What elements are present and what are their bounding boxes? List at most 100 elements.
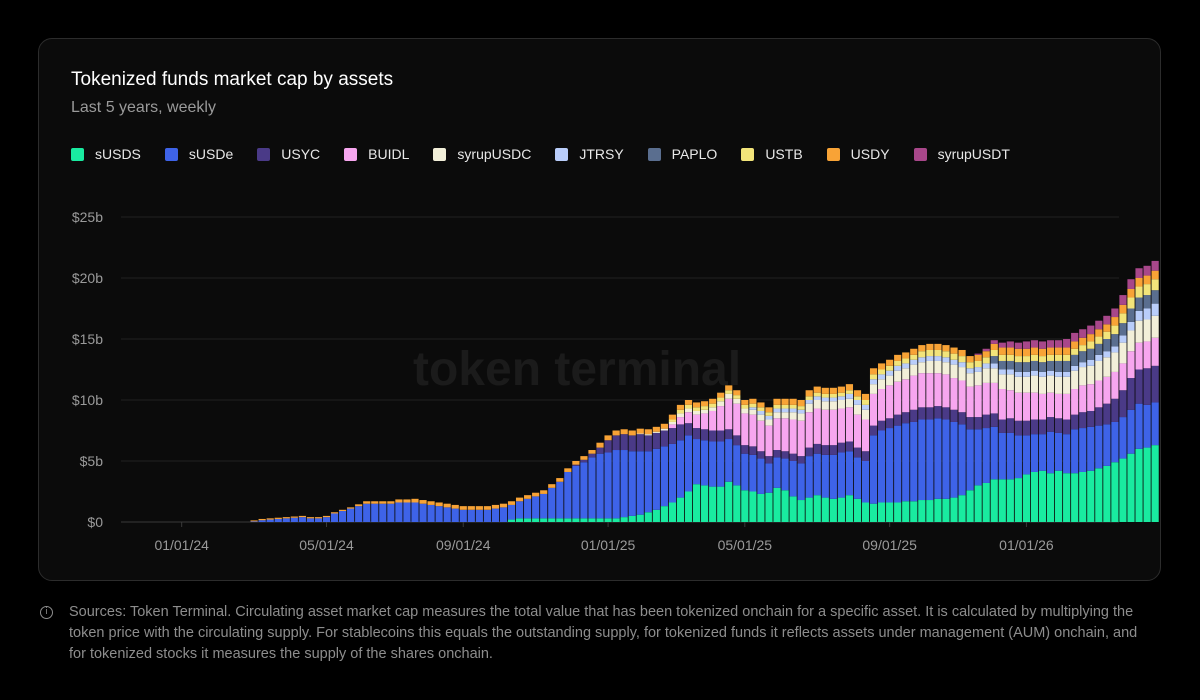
bar-stack[interactable] <box>524 495 532 522</box>
bar-stack[interactable] <box>974 353 982 522</box>
bar-stack[interactable] <box>379 501 387 522</box>
bar-stack[interactable] <box>684 400 693 522</box>
bar-stack[interactable] <box>1095 320 1103 522</box>
bar-stack[interactable] <box>910 348 918 522</box>
bar-stack[interactable] <box>258 518 266 522</box>
bar-stack[interactable] <box>958 349 966 522</box>
legend-item-susde[interactable]: sUSDe <box>164 146 233 162</box>
legend-item-jtrsy[interactable]: JTRSY <box>555 146 624 162</box>
bar-stack[interactable] <box>403 499 411 522</box>
bar-stack[interactable] <box>813 386 821 522</box>
bar-stack[interactable] <box>644 429 652 522</box>
bar-stack[interactable] <box>668 414 677 522</box>
bar-stack[interactable] <box>853 390 862 522</box>
bar-stack[interactable] <box>355 504 363 522</box>
bar-stack[interactable] <box>660 423 668 522</box>
bar-stack[interactable] <box>1038 341 1047 522</box>
bar-stack[interactable] <box>878 363 886 522</box>
bar-stack[interactable] <box>250 520 258 522</box>
bar-stack[interactable] <box>314 517 323 522</box>
bar-stack[interactable] <box>548 484 556 522</box>
bar-stack[interactable] <box>596 442 604 522</box>
bar-stack[interactable] <box>1087 325 1095 522</box>
bar-stack[interactable] <box>733 390 741 522</box>
bar-stack[interactable] <box>427 501 435 522</box>
legend-item-syrupusdc[interactable]: syrupUSDC <box>433 146 531 162</box>
bar-stack[interactable] <box>451 504 459 522</box>
bar-stack[interactable] <box>886 359 894 522</box>
bar-stack[interactable] <box>572 461 580 522</box>
bar-stack[interactable] <box>266 518 274 522</box>
bar-stack[interactable] <box>676 404 685 522</box>
bar-stack[interactable] <box>1046 340 1055 522</box>
bar-stack[interactable] <box>1014 342 1022 522</box>
legend-item-susds[interactable]: sUSDS <box>71 146 141 162</box>
bar-stack[interactable] <box>298 515 306 522</box>
bar-stack[interactable] <box>942 345 950 522</box>
bar-stack[interactable] <box>1079 329 1087 522</box>
legend-item-buidl[interactable]: BUIDL <box>344 146 409 162</box>
bar-stack[interactable] <box>620 429 628 522</box>
bar-stack[interactable] <box>322 515 331 522</box>
bar-stack[interactable] <box>306 517 315 522</box>
bar-stack[interactable] <box>556 478 564 522</box>
legend-item-ustb[interactable]: USTB <box>741 146 803 162</box>
bar-stack[interactable] <box>749 398 757 522</box>
bar-stack[interactable] <box>998 342 1006 522</box>
bar-stack[interactable] <box>282 517 290 522</box>
bar-stack[interactable] <box>507 501 516 522</box>
bar-stack[interactable] <box>411 498 419 522</box>
bar-stack[interactable] <box>274 517 282 522</box>
bar-stack[interactable] <box>580 456 588 522</box>
bar-stack[interactable] <box>717 392 725 522</box>
bar-stack[interactable] <box>741 400 749 522</box>
bar-stack[interactable] <box>950 347 958 522</box>
bar-stack[interactable] <box>290 516 298 522</box>
bar-stack[interactable] <box>990 340 998 522</box>
bar-stack[interactable] <box>387 501 395 522</box>
bar-stack[interactable] <box>532 492 540 522</box>
bar-stack[interactable] <box>435 502 443 522</box>
bar-stack[interactable] <box>829 387 837 522</box>
bar-stack[interactable] <box>347 507 355 522</box>
bar-stack[interactable] <box>564 468 572 522</box>
legend-item-syrupusdt[interactable]: syrupUSDT <box>913 146 1010 162</box>
bar-stack[interactable] <box>902 352 910 522</box>
bar-stack[interactable] <box>467 506 475 522</box>
bar-stack[interactable] <box>483 506 491 522</box>
bar-stack[interactable] <box>821 387 829 522</box>
bar-stack[interactable] <box>604 435 612 522</box>
bar-stack[interactable] <box>692 402 701 522</box>
bar-stack[interactable] <box>1103 315 1111 522</box>
legend-item-paplo[interactable]: PAPLO <box>647 146 717 162</box>
bar-stack[interactable] <box>1071 332 1079 522</box>
bar-stack[interactable] <box>926 343 934 522</box>
bar-stack[interactable] <box>805 390 813 522</box>
bar-stack[interactable] <box>363 501 371 522</box>
bar-stack[interactable] <box>419 500 427 522</box>
bar-stack[interactable] <box>459 506 467 522</box>
bar-stack[interactable] <box>475 506 483 522</box>
bar-stack[interactable] <box>540 490 548 522</box>
bar-stack[interactable] <box>725 385 733 522</box>
bar-stack[interactable] <box>789 398 797 522</box>
bar-stack[interactable] <box>338 509 347 522</box>
bar-stack[interactable] <box>934 343 942 522</box>
bar-stack[interactable] <box>1111 308 1119 523</box>
bar-stack[interactable] <box>330 512 339 522</box>
bar-stack[interactable] <box>1135 268 1143 522</box>
legend-item-usdy[interactable]: USDY <box>826 146 890 162</box>
bar-stack[interactable] <box>757 402 765 522</box>
bar-stack[interactable] <box>781 398 789 522</box>
bar-stack[interactable] <box>612 430 620 523</box>
bar-stack[interactable] <box>861 393 870 522</box>
bar-stack[interactable] <box>869 368 878 522</box>
bar-stack[interactable] <box>1022 341 1031 522</box>
bar-stack[interactable] <box>797 400 805 522</box>
bar-stack[interactable] <box>628 430 636 523</box>
bar-stack[interactable] <box>845 384 854 522</box>
bar-stack[interactable] <box>1063 339 1071 522</box>
legend-item-usyc[interactable]: USYC <box>257 146 320 162</box>
bar-stack[interactable] <box>395 499 403 522</box>
bar-stack[interactable] <box>443 503 451 522</box>
